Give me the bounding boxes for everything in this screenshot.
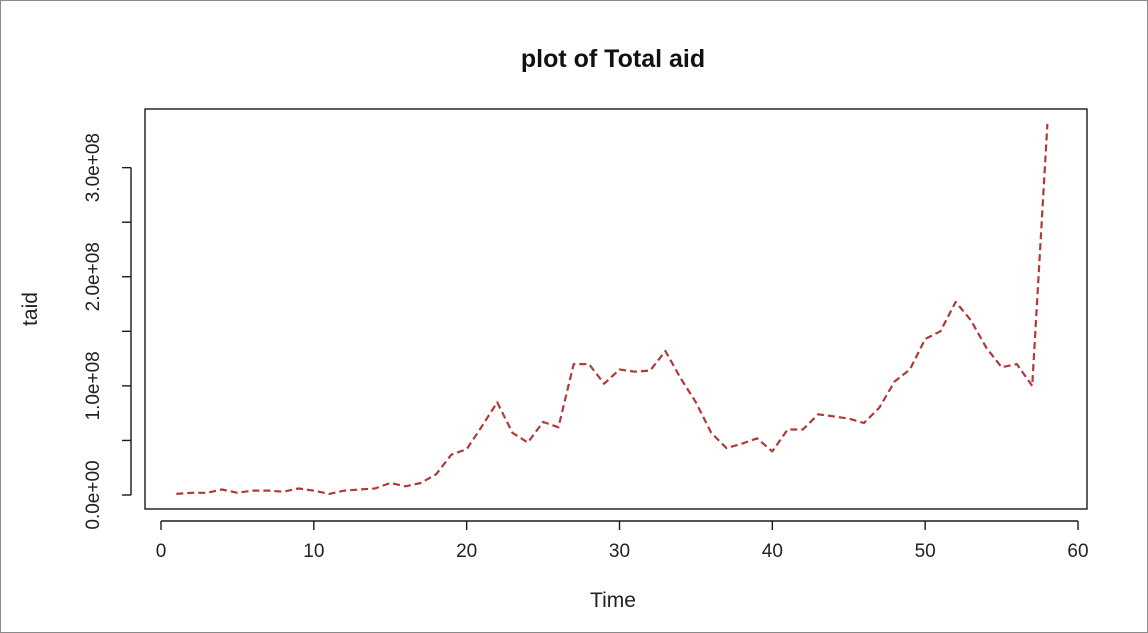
data-point: [831, 414, 836, 419]
data-point: [479, 424, 484, 429]
data-point: [602, 381, 607, 386]
series-group: [174, 122, 1050, 496]
y-tick-label: 3.0e+08: [83, 133, 104, 202]
data-point: [1014, 362, 1019, 367]
data-point: [785, 427, 790, 432]
data-point: [739, 441, 744, 446]
plot-area-border: [144, 108, 1088, 510]
data-point: [311, 488, 316, 493]
y-tick-label: 1.0e+08: [83, 351, 104, 420]
y-axis-label: taid: [19, 292, 42, 326]
data-point: [342, 488, 347, 493]
data-point: [1030, 383, 1035, 388]
data-point: [571, 362, 576, 367]
data-point: [632, 369, 637, 374]
data-point: [510, 430, 515, 435]
data-point: [174, 491, 179, 496]
x-tick-label: 30: [609, 541, 630, 562]
data-point: [1045, 122, 1050, 127]
data-point: [816, 412, 821, 417]
data-point: [327, 491, 332, 496]
data-point: [648, 368, 653, 373]
data-point: [663, 349, 668, 354]
data-point: [969, 318, 974, 323]
data-point: [541, 419, 546, 424]
x-tick-label: 50: [915, 541, 936, 562]
data-point: [525, 440, 530, 445]
data-point: [556, 425, 561, 430]
x-tick-label: 10: [303, 541, 324, 562]
data-point: [418, 481, 423, 486]
x-axis-label: Time: [590, 589, 636, 612]
data-point: [984, 345, 989, 350]
data-point: [296, 486, 301, 491]
data-point: [923, 337, 928, 342]
data-point: [755, 436, 760, 441]
data-point: [938, 329, 943, 334]
data-point: [999, 365, 1004, 370]
data-point: [709, 430, 714, 435]
data-point: [495, 400, 500, 405]
data-point: [220, 487, 225, 492]
y-tick-label: 2.0e+08: [83, 242, 104, 311]
data-point: [862, 421, 867, 426]
data-point: [907, 367, 912, 372]
data-point: [189, 490, 194, 495]
data-point: [892, 379, 897, 384]
data-point: [388, 481, 393, 486]
data-point: [724, 446, 729, 451]
chart-title: plot of Total aid: [521, 45, 705, 73]
x-tick-label: 0: [156, 541, 167, 562]
data-point: [846, 416, 851, 421]
data-point: [357, 487, 362, 492]
data-point: [204, 490, 209, 495]
data-point: [449, 452, 454, 457]
x-tick-label: 60: [1067, 541, 1088, 562]
data-point: [235, 490, 240, 495]
x-tick-label: 20: [456, 541, 477, 562]
data-point: [678, 376, 683, 381]
data-point: [877, 405, 882, 410]
y-axis: 0.0e+00 1.0e+08 2.0e+08 3.0e+08: [83, 133, 132, 530]
x-tick-label: 40: [762, 541, 783, 562]
data-point: [464, 447, 469, 452]
data-point: [693, 400, 698, 405]
data-point: [434, 472, 439, 477]
data-point: [266, 488, 271, 493]
data-point: [770, 449, 775, 454]
data-point: [586, 362, 591, 367]
data-point: [617, 367, 622, 372]
data-point: [403, 484, 408, 489]
data-point: [800, 427, 805, 432]
series-line-0: [176, 123, 1049, 495]
y-tick-label: 0.0e+00: [83, 460, 104, 529]
data-point: [373, 486, 378, 491]
x-axis: 0 10 20 30 40 50 60: [156, 520, 1089, 562]
data-point: [953, 299, 958, 304]
data-point: [281, 489, 286, 494]
data-point: [250, 488, 255, 493]
